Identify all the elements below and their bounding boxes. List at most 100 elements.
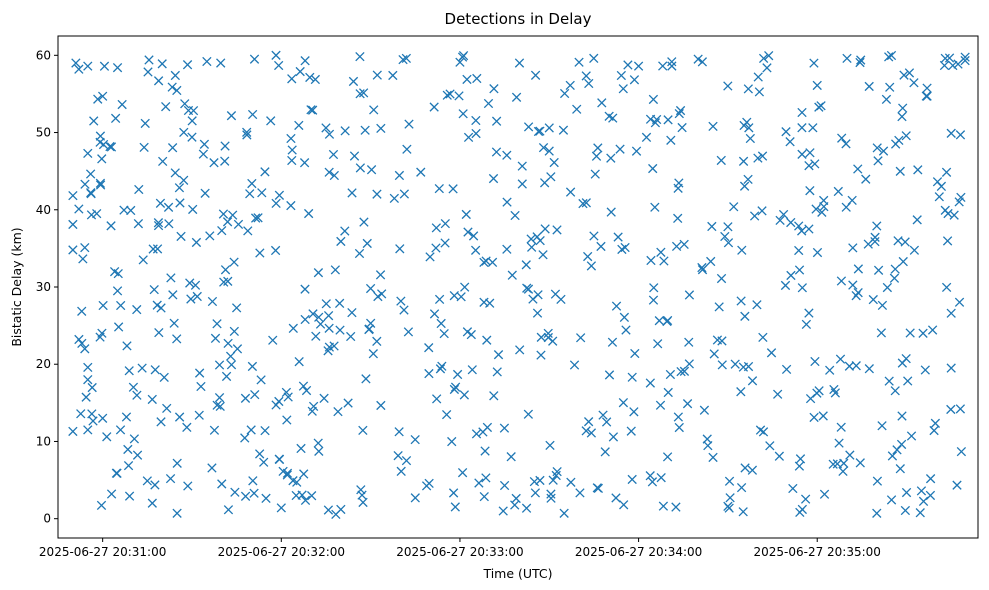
data-point <box>207 463 217 473</box>
data-point <box>450 382 461 392</box>
data-point <box>887 451 898 461</box>
data-point <box>725 493 735 503</box>
data-point <box>165 473 176 484</box>
data-point <box>517 161 527 171</box>
data-point <box>794 461 805 471</box>
data-point <box>930 418 941 428</box>
data-point <box>474 478 484 488</box>
data-point <box>396 466 406 476</box>
data-point <box>872 476 883 486</box>
data-point <box>166 273 176 283</box>
data-point <box>897 358 908 368</box>
data-point <box>95 178 106 188</box>
data-point <box>270 245 281 256</box>
data-point <box>762 63 772 73</box>
data-point <box>404 119 414 129</box>
data-point <box>788 483 798 494</box>
data-point <box>499 423 510 433</box>
data-point <box>86 210 97 220</box>
data-point <box>897 111 907 122</box>
data-point <box>740 311 750 321</box>
data-point <box>447 436 457 447</box>
data-point <box>355 163 366 173</box>
data-point <box>942 236 953 246</box>
data-point <box>355 89 365 99</box>
data-point <box>619 312 630 322</box>
data-point <box>596 241 606 252</box>
data-point <box>87 382 97 393</box>
data-point <box>647 477 658 487</box>
data-point <box>922 83 932 93</box>
data-point <box>743 84 753 94</box>
data-point <box>593 483 604 494</box>
data-point <box>943 208 953 219</box>
data-point <box>804 161 814 171</box>
data-point <box>744 123 754 133</box>
x-tick-label: 2025-06-27 20:33:00 <box>396 545 523 559</box>
data-point <box>229 257 239 267</box>
data-point <box>819 195 829 206</box>
data-point <box>461 209 471 220</box>
data-point <box>535 126 545 136</box>
data-point <box>454 91 464 101</box>
data-point <box>714 302 724 312</box>
data-point <box>758 332 768 343</box>
data-point <box>482 422 493 433</box>
data-point <box>543 328 553 339</box>
data-point <box>479 297 489 307</box>
data-point <box>842 53 852 64</box>
data-point <box>530 70 541 80</box>
data-point <box>274 190 285 200</box>
data-point <box>960 55 970 66</box>
data-point <box>74 334 84 345</box>
data-point <box>116 300 126 311</box>
data-point <box>621 325 631 335</box>
data-point <box>230 487 240 497</box>
data-point <box>372 70 382 80</box>
data-point <box>214 360 225 370</box>
data-point <box>106 142 117 152</box>
data-point <box>797 107 807 118</box>
data-point <box>954 197 964 207</box>
data-point <box>123 460 134 471</box>
data-point <box>179 127 189 138</box>
data-point <box>153 220 164 231</box>
data-point <box>182 422 192 432</box>
data-point <box>424 343 434 353</box>
data-point <box>192 291 202 302</box>
plot-frame <box>57 35 979 539</box>
data-point <box>83 375 93 385</box>
data-point <box>223 505 234 515</box>
data-point <box>855 57 865 68</box>
data-point <box>188 105 199 116</box>
data-point <box>898 103 908 113</box>
data-point <box>491 116 502 126</box>
data-point <box>921 91 931 101</box>
data-point <box>375 270 386 280</box>
data-point <box>424 478 434 489</box>
y-tick-label: 10 <box>36 434 51 448</box>
data-point <box>466 329 476 340</box>
data-point <box>646 255 656 266</box>
data-point <box>98 91 108 101</box>
data-point <box>615 144 625 154</box>
data-point <box>71 58 81 68</box>
data-point <box>630 348 640 359</box>
data-point <box>544 123 554 133</box>
data-point <box>851 361 861 371</box>
data-point <box>365 283 376 294</box>
data-point <box>886 495 897 505</box>
data-point <box>772 389 783 399</box>
data-point <box>255 449 265 459</box>
data-point <box>649 283 659 293</box>
data-point <box>915 508 925 518</box>
data-point <box>906 431 917 441</box>
data-point <box>300 56 310 66</box>
data-point <box>158 156 168 167</box>
data-point <box>707 221 717 232</box>
data-point <box>905 328 915 338</box>
data-point <box>431 243 441 253</box>
data-point <box>255 248 265 258</box>
data-point <box>723 81 733 91</box>
data-point <box>297 490 307 500</box>
